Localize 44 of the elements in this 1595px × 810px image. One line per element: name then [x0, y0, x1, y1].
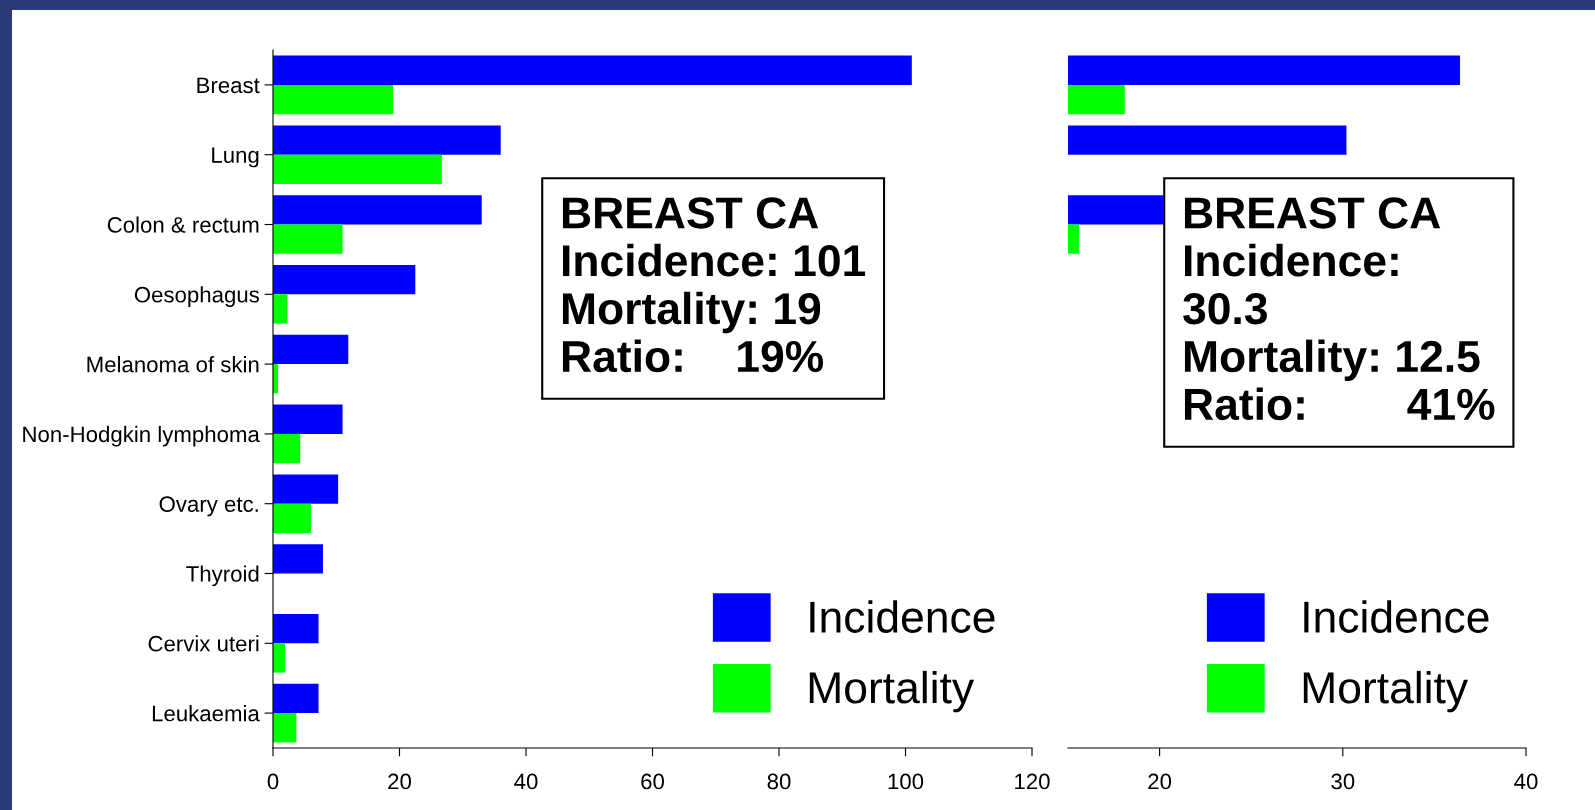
y-tick-label: Colon & rectum: [107, 216, 259, 233]
bar: [273, 683, 319, 714]
bar: [273, 154, 442, 185]
annotation: BREAST CA Incidence: 30.3 Mortality: 12.5 Ratio: 41%: [1183, 197, 1495, 421]
bar: [273, 433, 301, 464]
legend-label: Mortality: [809, 670, 975, 713]
text: Incidence: [1304, 600, 1489, 633]
bar: [273, 55, 912, 85]
bar: [273, 503, 311, 534]
bar: [273, 125, 501, 155]
bar: [273, 613, 319, 644]
bar: [273, 195, 482, 225]
x-tick-label: 40: [514, 773, 538, 790]
legend-label: Incidence: [810, 600, 995, 633]
bar: [273, 224, 343, 254]
x-tick-label: 80: [767, 773, 791, 790]
x-tick-label: 20: [388, 773, 411, 790]
text: Mortality: [1303, 670, 1469, 713]
bar: [273, 404, 343, 434]
y-tick-label: Cervix uteri: [148, 635, 259, 652]
x-tick-label: 120: [1015, 773, 1050, 790]
bar: [273, 713, 297, 743]
y-tick-label: Oesophagus: [134, 286, 260, 307]
bar: [273, 294, 288, 324]
x-tick-label: 100: [888, 773, 924, 790]
bar: [273, 643, 286, 673]
y-tick-label: Leukaemia: [152, 705, 260, 722]
x-tick-label: 30: [1331, 773, 1355, 790]
y-tick-label: Thyroid: [186, 565, 259, 587]
y-tick-label: Melanoma of skin: [87, 356, 259, 373]
bar: [273, 334, 349, 365]
bar: [273, 474, 339, 504]
x-tick-label: 40: [1514, 773, 1538, 790]
bar: [273, 84, 394, 115]
x-tick-label: 60: [641, 773, 664, 790]
x-tick-label: 20: [1148, 773, 1172, 790]
y-tick-label: Non-Hodgkin lymphoma: [23, 425, 260, 447]
y-tick-label: Ovary etc.: [159, 496, 258, 517]
bar: [273, 264, 416, 295]
y-tick-label: Breast: [197, 77, 260, 94]
y-tick-label: Lung: [212, 147, 259, 168]
annotation: BREAST CA Incidence: 101 Mortality: 19 Ratio: 19%: [562, 197, 866, 373]
bar: [273, 544, 323, 574]
x-tick-label: 0: [267, 773, 279, 790]
